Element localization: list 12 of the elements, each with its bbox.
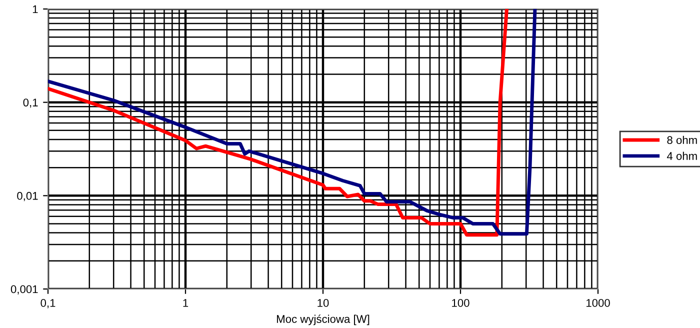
y-tick-label: 0,1 bbox=[23, 98, 38, 108]
x-tick-label: 1000 bbox=[586, 299, 610, 307]
x-axis-title: Moc wyjściowa [W] bbox=[276, 314, 370, 326]
x-tick-label: 0,1 bbox=[40, 299, 56, 308]
x-tick-label: 100 bbox=[452, 299, 470, 307]
y-tick-label: 0,01 bbox=[17, 192, 38, 202]
y-tick-label: 1 bbox=[32, 5, 38, 14]
y-tick-label: 0,001 bbox=[10, 285, 38, 294]
x-tick-label: 1 bbox=[183, 299, 188, 307]
legend-label: 8 ohm bbox=[667, 136, 697, 144]
x-tick-label: 10 bbox=[318, 299, 329, 307]
legend-label: 4 ohm bbox=[666, 152, 697, 160]
